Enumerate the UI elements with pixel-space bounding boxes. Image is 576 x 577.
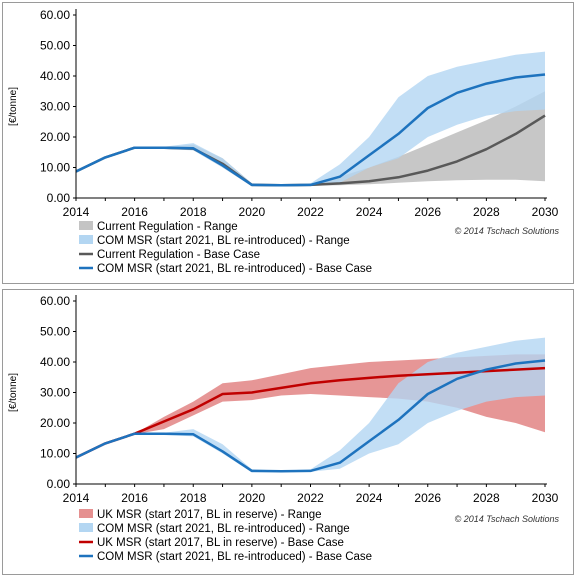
x-tick-label: 2024 bbox=[356, 205, 383, 219]
x-tick-label: 2016 bbox=[121, 491, 148, 505]
y-tick-label: 20.00 bbox=[40, 130, 70, 144]
x-tick-label: 2028 bbox=[473, 491, 500, 505]
x-tick-label: 2014 bbox=[63, 491, 90, 505]
x-tick-label: 2018 bbox=[180, 205, 207, 219]
y-axis-title: [€/tonne] bbox=[8, 87, 19, 126]
legend-label-0: UK MSR (start 2017, BL in reserve) - Ran… bbox=[97, 509, 322, 521]
y-tick-label: 40.00 bbox=[40, 355, 70, 369]
legend-label-2: Current Regulation - Base Case bbox=[97, 249, 260, 261]
bottom-chart: [€/tonne] 0.00 10.00 20.00 30.00 40.00 50.00 60… bbox=[8, 294, 560, 563]
x-tick-label: 2030 bbox=[532, 491, 559, 505]
y-tick-label: 0.00 bbox=[47, 477, 71, 491]
y-tick-label: 10.00 bbox=[40, 161, 70, 175]
legend-label-1: COM MSR (start 2021, BL re-introduced) -… bbox=[97, 235, 350, 247]
legend-label-3: COM MSR (start 2021, BL re-introduced) -… bbox=[97, 551, 372, 563]
x-tick-label: 2014 bbox=[63, 205, 90, 219]
series-line-2 bbox=[75, 366, 546, 459]
x-tick-label: 2016 bbox=[121, 205, 148, 219]
legend-swatch-0 bbox=[79, 509, 93, 518]
y-tick-label: 60.00 bbox=[40, 294, 70, 308]
x-tick-label: 2022 bbox=[297, 491, 324, 505]
legend-swatch-1 bbox=[79, 523, 93, 532]
x-tick-label: 2028 bbox=[473, 205, 500, 219]
x-tick-label: 2020 bbox=[239, 491, 266, 505]
credit-text: © 2014 Tschach Solutions bbox=[455, 226, 560, 236]
legend-label-1: COM MSR (start 2021, BL re-introduced) -… bbox=[97, 523, 350, 535]
y-axis-title: [€/tonne] bbox=[8, 373, 19, 412]
y-tick-label: 60.00 bbox=[40, 8, 70, 22]
top-chart: [€/tonne] 0.00 10.00 20.00 30.00 40.00 50.00 60… bbox=[8, 8, 560, 275]
legend-label-3: COM MSR (start 2021, BL re-introduced) -… bbox=[97, 263, 372, 275]
range-band-1 bbox=[76, 337, 545, 473]
bottom-chart-panel: [€/tonne] 0.00 10.00 20.00 30.00 40.00 50.00 60… bbox=[2, 289, 574, 575]
y-tick-label: 50.00 bbox=[40, 39, 70, 53]
y-tick-label: 0.00 bbox=[47, 191, 71, 205]
x-tick-label: 2018 bbox=[180, 491, 207, 505]
legend-label-0: Current Regulation - Range bbox=[97, 221, 238, 233]
range-band-0 bbox=[76, 91, 545, 187]
x-tick-label: 2022 bbox=[297, 205, 324, 219]
legend-swatch-1 bbox=[79, 235, 93, 244]
range-band-1 bbox=[76, 51, 545, 187]
y-tick-label: 40.00 bbox=[40, 69, 70, 83]
series-line-3 bbox=[75, 73, 546, 187]
x-tick-label: 2026 bbox=[414, 205, 441, 219]
legend-swatch-0 bbox=[79, 221, 93, 230]
x-tick-label: 2026 bbox=[414, 491, 441, 505]
series-line-3 bbox=[75, 359, 546, 473]
y-tick-label: 50.00 bbox=[40, 325, 70, 339]
credit-text: © 2014 Tschach Solutions bbox=[455, 514, 560, 524]
x-tick-label: 2030 bbox=[532, 205, 559, 219]
y-tick-label: 10.00 bbox=[40, 447, 70, 461]
y-tick-label: 30.00 bbox=[40, 386, 70, 400]
x-tick-label: 2024 bbox=[356, 491, 383, 505]
legend-label-2: UK MSR (start 2017, BL in reserve) - Bas… bbox=[97, 537, 344, 549]
top-chart-panel: [€/tonne] 0.00 10.00 20.00 30.00 40.00 50.00 60… bbox=[2, 2, 574, 284]
y-tick-label: 20.00 bbox=[40, 416, 70, 430]
x-tick-label: 2020 bbox=[239, 205, 266, 219]
y-tick-label: 30.00 bbox=[40, 100, 70, 114]
